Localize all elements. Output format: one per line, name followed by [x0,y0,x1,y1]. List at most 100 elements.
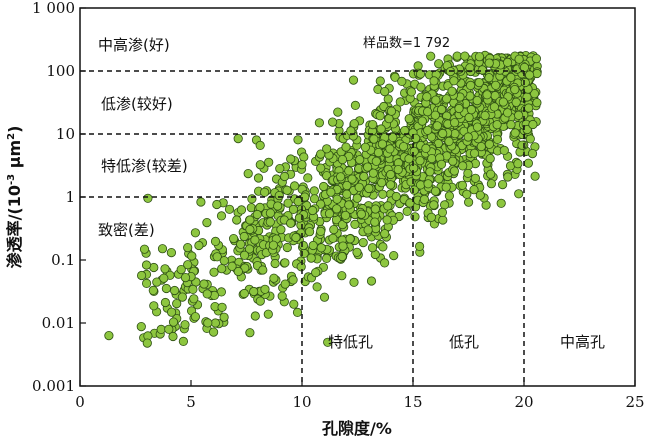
data-point [386,106,397,116]
data-point [469,148,480,158]
data-point [233,266,243,277]
perm-class-label: 中高渗(好) [98,36,170,54]
data-point [291,232,301,243]
data-point [362,162,373,172]
data-point [296,262,306,272]
y-axis-ticks: 0.001 0.01 0.1 1 10 100 1 000 [32,0,86,395]
data-point [160,297,170,308]
data-point [417,116,427,126]
data-point [517,140,527,150]
data-point [511,97,521,107]
data-point [378,242,388,252]
data-point [137,270,147,281]
data-point [370,217,380,227]
data-point [167,307,177,317]
data-point [406,87,416,97]
data-point [510,128,520,138]
data-point [434,174,444,184]
data-point [308,240,318,251]
data-point [375,76,385,86]
data-point [275,164,285,174]
data-point [380,87,390,97]
data-point [324,209,335,219]
data-point [369,134,379,144]
data-point [268,240,278,250]
data-point [484,73,494,83]
data-point [236,239,246,249]
data-point [166,248,176,258]
data-point [364,183,374,194]
x-tick-label: 0 [75,393,85,411]
data-point [462,189,472,199]
data-point [391,191,401,202]
data-point [385,180,396,190]
data-point [349,119,359,129]
data-point [378,189,388,199]
data-point [379,258,390,268]
data-point [233,134,243,144]
data-point [383,201,393,211]
data-point [352,247,362,257]
data-point [289,181,300,191]
data-point [427,154,437,164]
data-point [449,118,460,128]
y-tick-label: 10 [56,125,75,143]
data-point [232,215,242,225]
data-point [350,100,360,111]
data-point [282,242,292,253]
data-point [306,253,316,263]
y-tick-label: 0.1 [51,251,75,269]
data-point [382,215,392,225]
data-point [410,212,420,222]
y-axis-title-sup2: 2 [6,133,17,140]
data-point [486,179,496,189]
data-point [522,124,532,135]
data-point [475,190,485,200]
data-point [438,128,448,139]
data-point [458,161,468,171]
data-point [513,159,523,169]
data-point [503,172,513,182]
data-point [434,59,444,69]
data-point [397,76,407,87]
data-point [342,181,352,191]
data-point [404,114,414,124]
data-point [255,296,265,306]
data-point [524,70,535,80]
data-point [510,85,520,95]
data-point [183,260,193,270]
data-point [332,194,342,204]
y-tick-label: 1 000 [32,0,75,17]
data-point [421,143,431,153]
data-point [492,120,502,130]
data-point [333,107,343,117]
data-point [255,140,265,150]
data-point [465,80,476,91]
data-point [496,198,506,208]
data-point [532,68,542,79]
perm-class-label: 特低渗(较差) [101,157,188,175]
data-point [444,191,454,201]
data-point [252,209,262,220]
x-tick-label: 5 [186,393,196,411]
x-axis-ticks: 0 5 10 15 20 25 [75,380,645,411]
data-point [514,189,524,199]
data-point [388,132,398,142]
data-point [474,78,484,88]
data-point [187,251,197,261]
data-point [523,158,534,168]
data-point [335,172,346,182]
data-point [346,126,356,136]
perm-class-label: 致密(差) [98,221,155,239]
data-point [345,234,355,244]
x-tick-label: 15 [403,393,422,411]
data-point [209,327,219,337]
data-point [236,205,247,215]
data-point [416,82,426,92]
data-point [314,118,324,128]
y-axis-title-end: ) [5,126,24,133]
data-point [524,103,534,113]
data-point [177,292,187,302]
data-point [437,207,447,217]
